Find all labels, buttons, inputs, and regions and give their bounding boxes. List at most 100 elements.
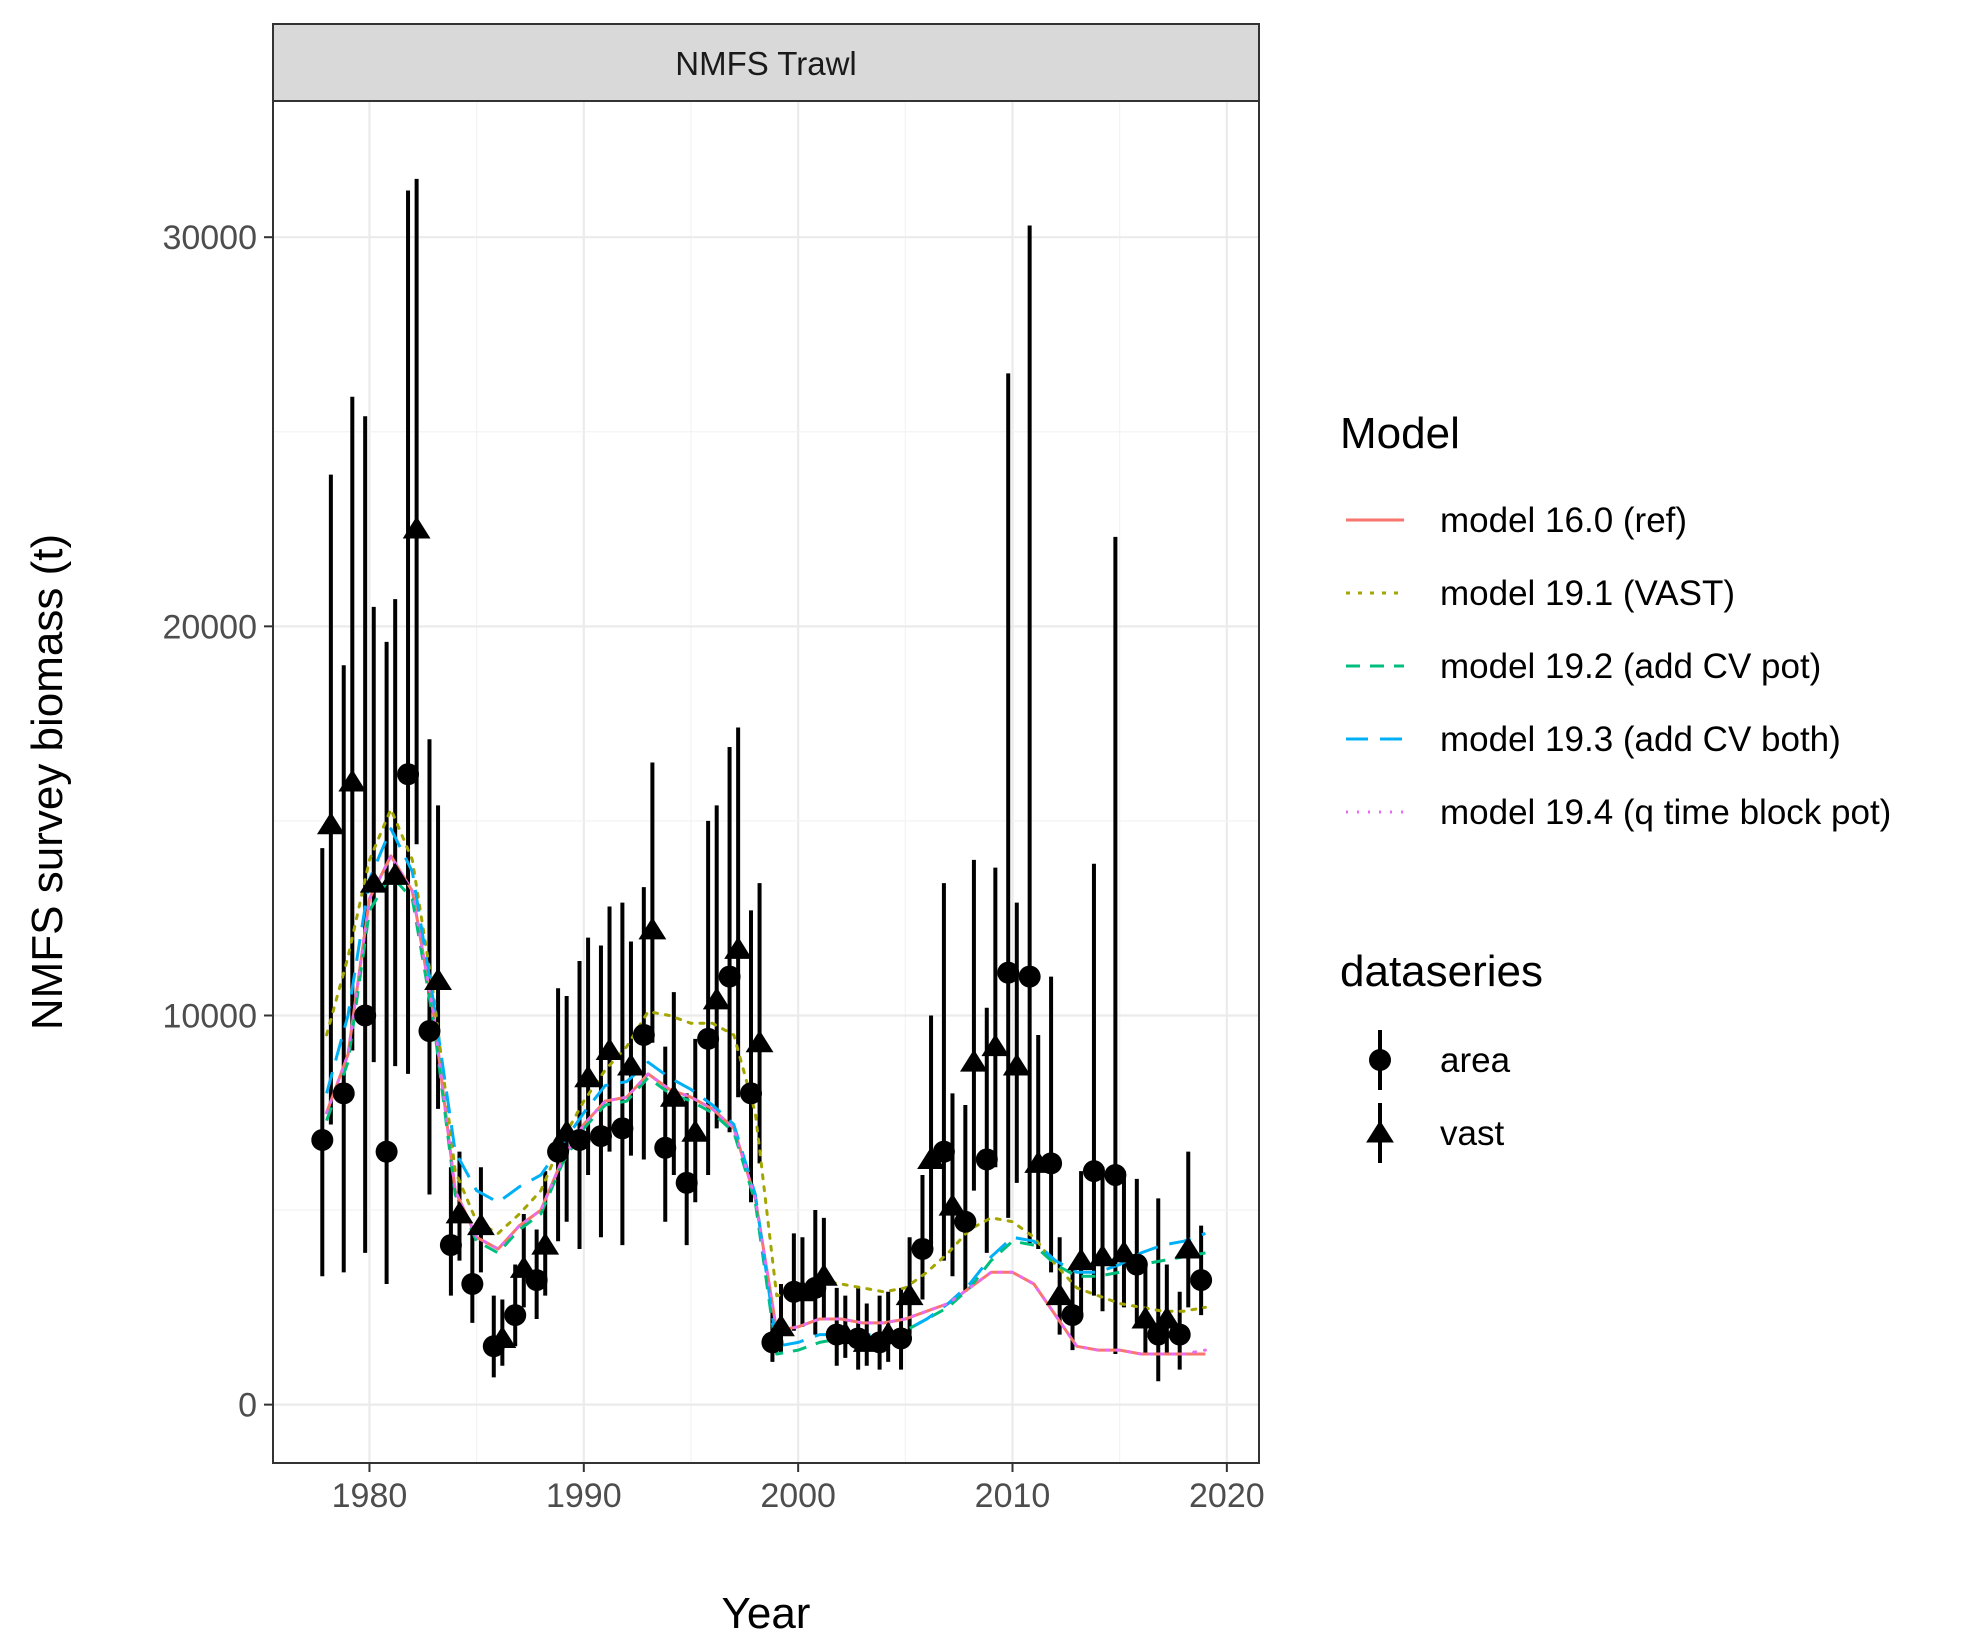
- legend-label-1: model 16.0 (ref): [1440, 501, 1687, 540]
- point-vast: [316, 812, 345, 835]
- point-area: [1082, 1160, 1105, 1183]
- legend-label-3: model 19.2 (add CV pot): [1440, 647, 1821, 686]
- point-vast: [938, 1193, 967, 1216]
- point-vast: [467, 1212, 495, 1236]
- point-vast: [788, 1279, 817, 1302]
- point-vast: [659, 1084, 688, 1107]
- point-vast: [724, 936, 753, 959]
- legend-label-2: model 19.1 (VAST): [1440, 574, 1735, 613]
- point-vast: [1045, 1283, 1074, 1306]
- point-vast: [1174, 1236, 1203, 1259]
- point-area: [1147, 1323, 1170, 1346]
- point-area: [354, 1004, 377, 1027]
- point-area: [547, 1140, 570, 1163]
- x-tick-label: 2000: [760, 1477, 836, 1515]
- series-line-5: [325, 854, 1207, 1356]
- point-area: [761, 1331, 784, 1354]
- legend-label-5: model 19.4 (q time block pot): [1440, 793, 1891, 832]
- point-vast: [638, 917, 667, 940]
- point-vast: [852, 1329, 881, 1352]
- point-area: [589, 1125, 612, 1148]
- point-vast: [702, 987, 731, 1010]
- y-axis-title: NMFS survey biomass (t): [23, 534, 72, 1030]
- legend-label-area: area: [1440, 1041, 1511, 1080]
- facet-strip: [272, 23, 1260, 102]
- point-area: [461, 1272, 484, 1295]
- legend-label-4: model 19.3 (add CV both): [1440, 720, 1841, 759]
- y-tick-label: 30000: [162, 219, 257, 257]
- point-vast: [809, 1263, 838, 1286]
- legend-label-vast: vast: [1440, 1114, 1504, 1153]
- point-area: [1190, 1269, 1213, 1292]
- point-vast: [574, 1065, 603, 1088]
- point-vast: [531, 1232, 560, 1255]
- series-line-4: [325, 827, 1206, 1348]
- point-area: [611, 1117, 634, 1140]
- point-area: [697, 1027, 720, 1050]
- point-vast: [1002, 1053, 1031, 1076]
- point-area: [397, 763, 420, 786]
- x-tick-label: 2020: [1189, 1477, 1265, 1515]
- point-area: [504, 1304, 527, 1327]
- point-vast: [552, 1119, 581, 1142]
- point-area: [1061, 1304, 1084, 1327]
- point-vast: [424, 967, 452, 990]
- series-line-2: [325, 807, 1207, 1313]
- point-area: [997, 961, 1020, 984]
- legend-marker-vast: [1366, 1120, 1394, 1143]
- point-area: [1104, 1164, 1127, 1187]
- observation-points: [311, 516, 1213, 1358]
- point-vast: [745, 1030, 774, 1053]
- point-area: [718, 965, 741, 988]
- point-vast: [960, 1049, 988, 1072]
- x-axis-title: Year: [722, 1589, 811, 1638]
- y-tick-label: 0: [238, 1387, 257, 1425]
- point-vast: [895, 1283, 924, 1306]
- point-vast: [402, 516, 431, 539]
- point-area: [675, 1171, 698, 1194]
- x-tick-label: 1990: [546, 1477, 622, 1515]
- y-tick-label: 20000: [162, 608, 257, 646]
- point-vast: [338, 769, 367, 792]
- point-vast: [1067, 1247, 1096, 1271]
- legend-model-items: model 16.0 (ref) model 19.1 (VAST) model 1…: [1346, 501, 1891, 832]
- point-vast: [874, 1321, 903, 1345]
- point-vast: [981, 1033, 1010, 1057]
- point-area: [1018, 965, 1041, 988]
- point-area: [739, 1082, 762, 1105]
- point-area: [911, 1237, 934, 1260]
- point-area: [332, 1082, 355, 1105]
- x-tick-label: 1980: [332, 1477, 408, 1515]
- point-vast: [1131, 1306, 1160, 1329]
- point-vast: [595, 1037, 624, 1060]
- point-vast: [681, 1119, 710, 1142]
- point-area: [954, 1210, 977, 1233]
- y-tick-label: 10000: [162, 997, 257, 1035]
- x-axis: 1980 1990 2000 2010 2020: [332, 1463, 1265, 1515]
- point-vast: [831, 1321, 860, 1345]
- legend-data-items: area vast: [1366, 1030, 1511, 1163]
- point-vast: [488, 1325, 517, 1348]
- point-area: [932, 1140, 955, 1163]
- legend-marker-area: [1369, 1049, 1391, 1071]
- point-area: [311, 1129, 334, 1152]
- legend-data-title: dataseries: [1340, 947, 1543, 996]
- point-area: [375, 1140, 398, 1163]
- point-area: [439, 1234, 462, 1257]
- point-area: [654, 1136, 677, 1159]
- point-vast: [381, 862, 410, 885]
- point-area: [975, 1148, 998, 1171]
- legend: Model model 16.0 (ref)model 19.1 (VAST)m…: [1340, 409, 1891, 1163]
- point-area: [1168, 1323, 1191, 1346]
- y-axis: 0 10000 20000 30000: [162, 219, 273, 1425]
- facet-title: NMFS Trawl: [675, 45, 857, 82]
- point-area: [418, 1020, 441, 1043]
- point-vast: [917, 1146, 945, 1169]
- legend-model-title: Model: [1340, 409, 1460, 458]
- point-vast: [445, 1201, 474, 1224]
- point-area: [632, 1023, 655, 1046]
- point-vast: [617, 1053, 645, 1076]
- point-vast: [509, 1255, 538, 1278]
- point-vast: [1152, 1306, 1181, 1329]
